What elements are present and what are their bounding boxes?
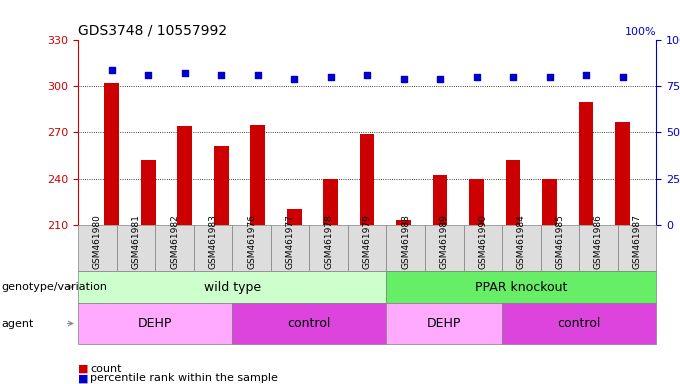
Text: GSM461982: GSM461982 — [170, 214, 179, 269]
Point — [508, 74, 519, 80]
Text: GSM461976: GSM461976 — [247, 214, 256, 269]
Text: genotype/variation: genotype/variation — [1, 282, 107, 292]
Bar — [506, 160, 520, 225]
Bar — [579, 102, 594, 225]
Point — [106, 67, 117, 73]
Text: GSM461980: GSM461980 — [93, 214, 102, 269]
Point — [325, 74, 336, 80]
Text: GSM461990: GSM461990 — [478, 214, 488, 269]
Text: control: control — [288, 317, 331, 330]
Text: percentile rank within the sample: percentile rank within the sample — [90, 373, 278, 383]
Text: agent: agent — [1, 318, 34, 329]
Bar — [214, 146, 228, 225]
Text: GSM461987: GSM461987 — [632, 214, 641, 269]
Point — [617, 74, 628, 80]
Text: GDS3748 / 10557992: GDS3748 / 10557992 — [78, 24, 227, 38]
Bar — [360, 134, 375, 225]
Text: GSM461985: GSM461985 — [556, 214, 564, 269]
Text: GSM461984: GSM461984 — [517, 214, 526, 269]
Text: GSM461986: GSM461986 — [594, 214, 603, 269]
Bar — [250, 125, 265, 225]
Text: GSM461978: GSM461978 — [324, 214, 333, 269]
Text: control: control — [558, 317, 601, 330]
Point — [216, 72, 226, 78]
Bar — [615, 122, 630, 225]
Point — [180, 70, 190, 76]
Bar — [543, 179, 557, 225]
Bar — [396, 220, 411, 225]
Text: GSM461983: GSM461983 — [209, 214, 218, 269]
Point — [544, 74, 555, 80]
Bar — [177, 126, 192, 225]
Text: GSM461988: GSM461988 — [401, 214, 410, 269]
Text: GSM461977: GSM461977 — [286, 214, 294, 269]
Text: ■: ■ — [78, 364, 88, 374]
Text: wild type: wild type — [204, 281, 261, 293]
Point — [435, 76, 445, 82]
Point — [252, 72, 263, 78]
Text: DEHP: DEHP — [427, 317, 462, 330]
Bar — [469, 179, 484, 225]
Text: DEHP: DEHP — [138, 317, 173, 330]
Bar — [287, 209, 301, 225]
Text: ■: ■ — [78, 373, 88, 383]
Point — [289, 76, 300, 82]
Text: GSM461989: GSM461989 — [440, 214, 449, 269]
Text: GSM461979: GSM461979 — [362, 214, 372, 269]
Bar — [433, 175, 447, 225]
Bar — [141, 160, 156, 225]
Text: 100%: 100% — [624, 26, 656, 36]
Point — [398, 76, 409, 82]
Point — [471, 74, 482, 80]
Text: PPAR knockout: PPAR knockout — [475, 281, 568, 293]
Bar — [324, 179, 338, 225]
Point — [143, 72, 154, 78]
Text: count: count — [90, 364, 122, 374]
Point — [362, 72, 373, 78]
Text: GSM461981: GSM461981 — [131, 214, 141, 269]
Bar — [105, 83, 119, 225]
Point — [581, 72, 592, 78]
